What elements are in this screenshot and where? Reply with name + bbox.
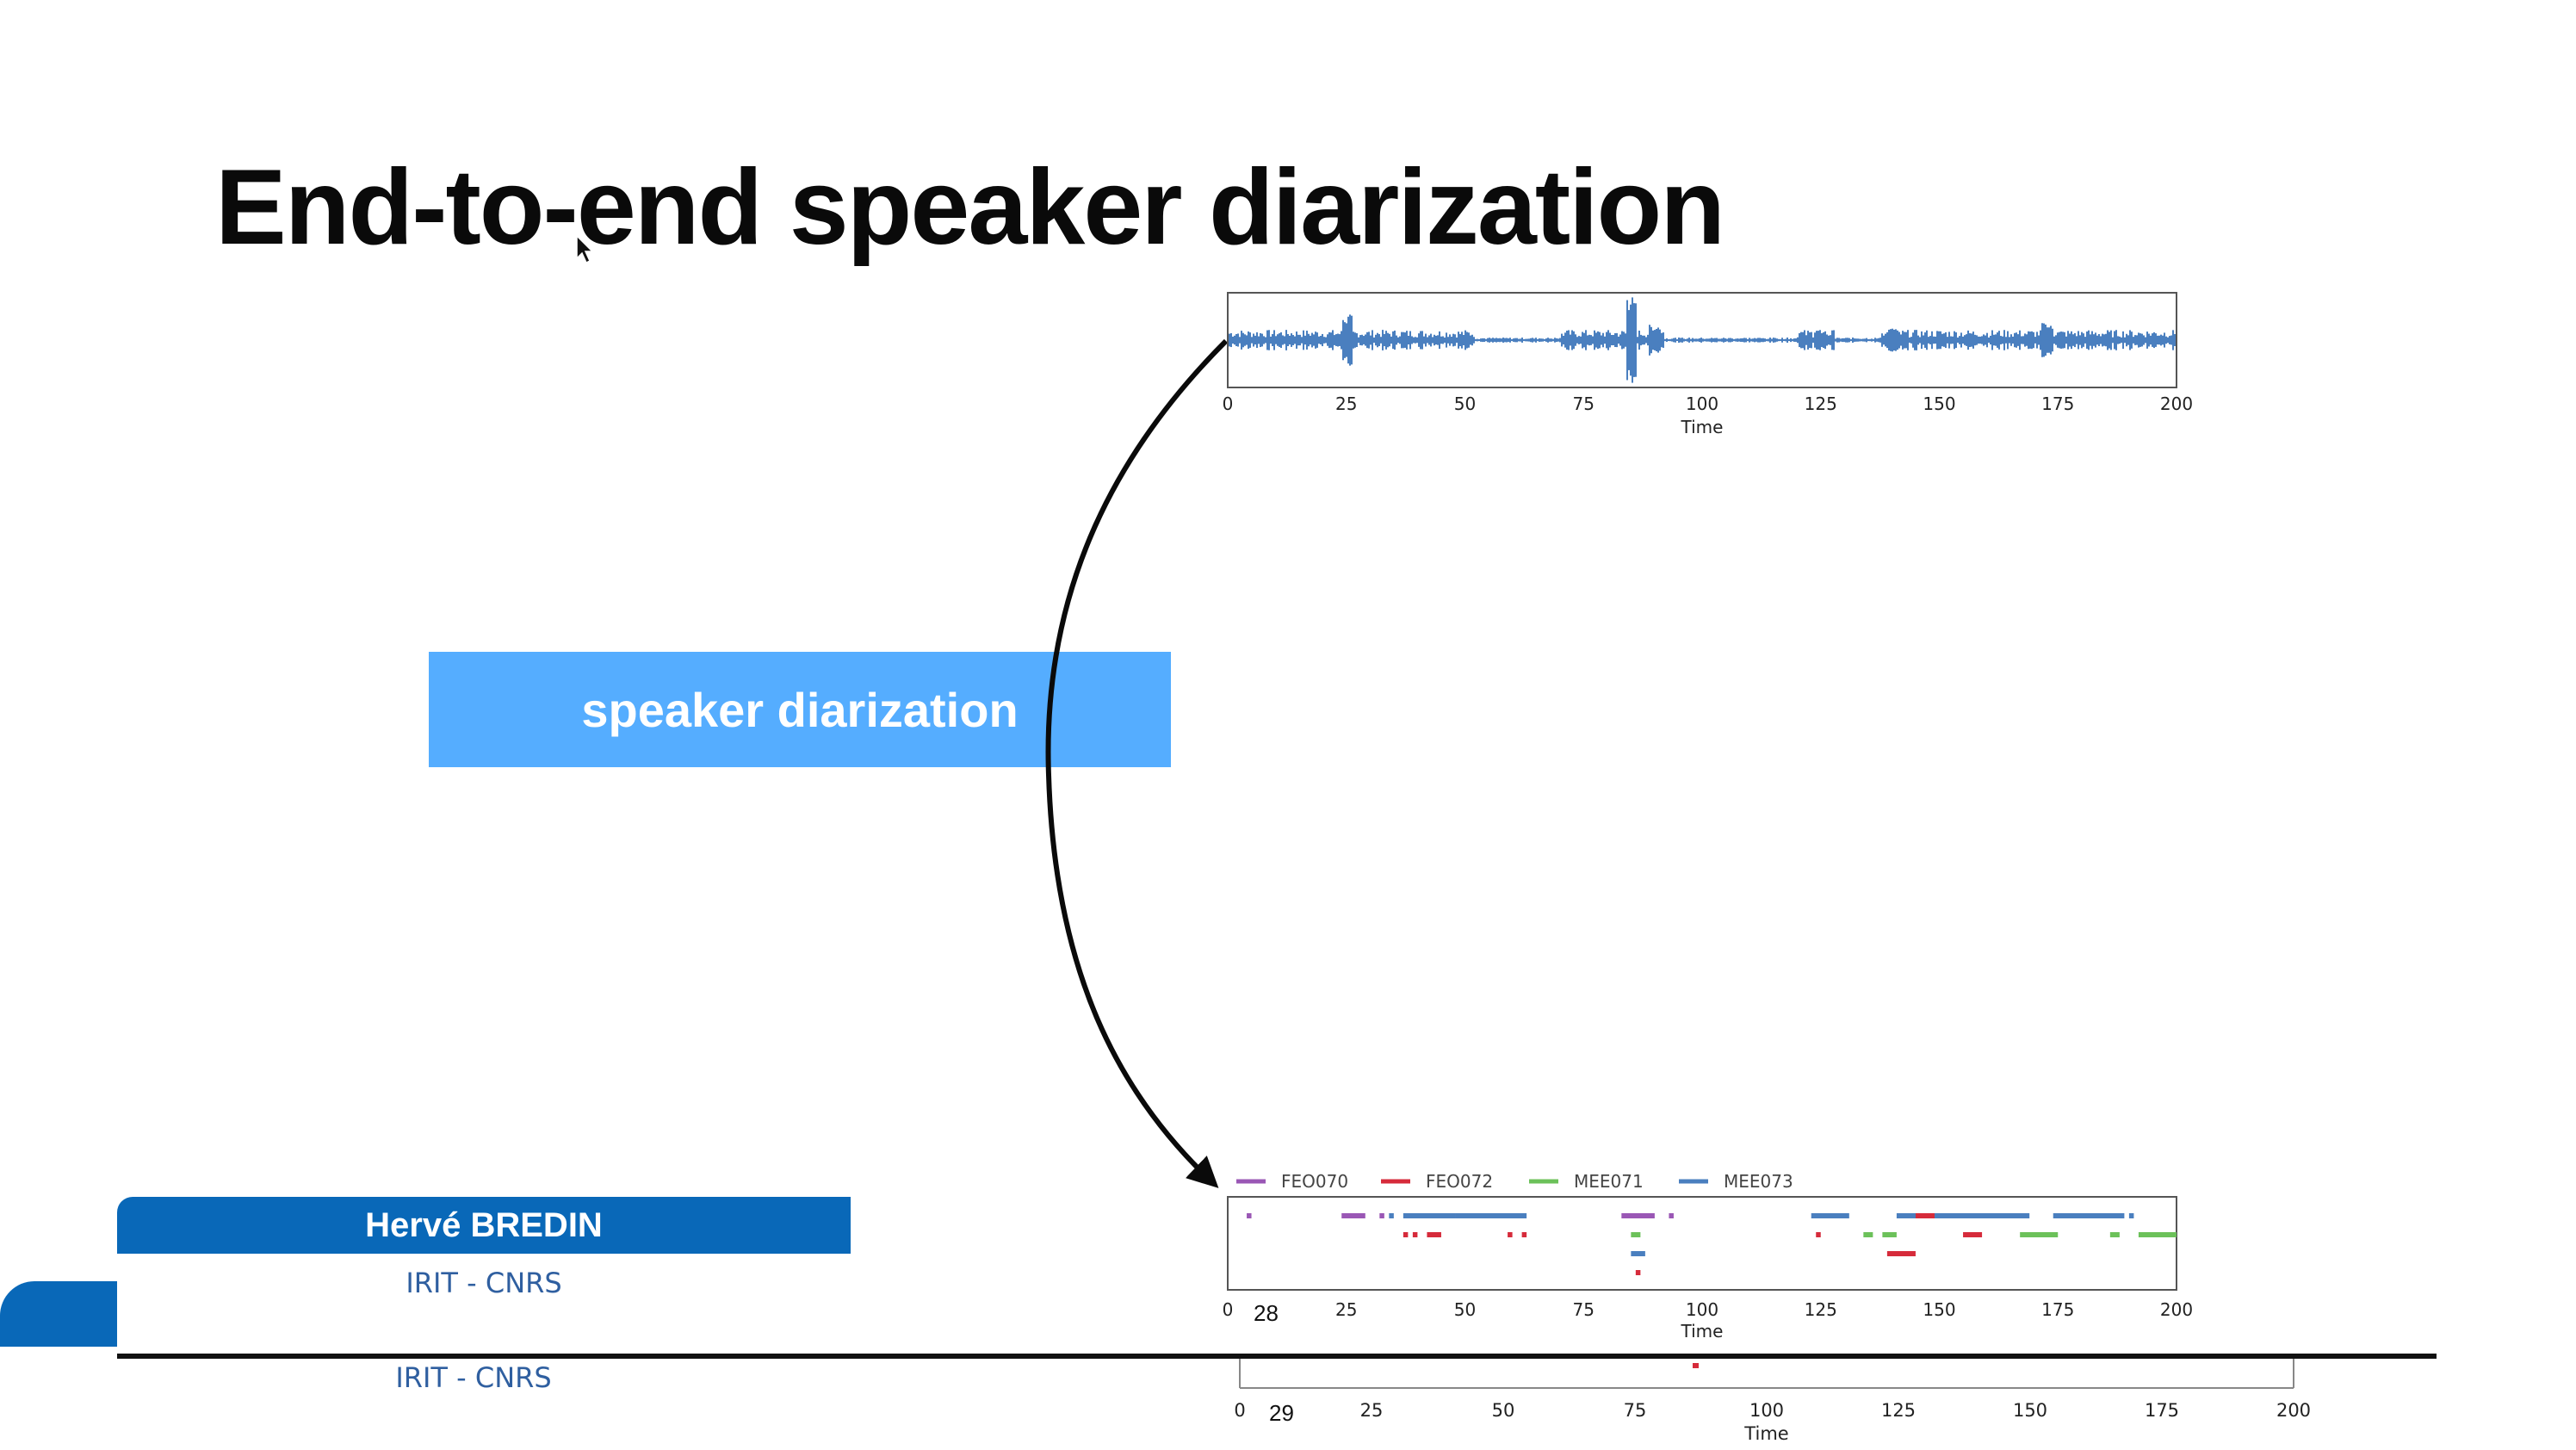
wave-tick-label: 100: [1686, 393, 1718, 414]
wave-tick-label: 75: [1573, 393, 1595, 414]
segment-mee071: [1863, 1232, 1873, 1237]
presenter-affiliation-ghost: IRIT - CNRS: [310, 1359, 637, 1397]
legend-label-mee073: MEE073: [1724, 1171, 1793, 1192]
diar-tick-label: 25: [1335, 1299, 1357, 1320]
mouse-cursor-icon: [576, 234, 594, 264]
segment-mee073: [1403, 1213, 1456, 1218]
wave-tick-label: 25: [1335, 393, 1357, 414]
segment-feo070: [1247, 1213, 1252, 1218]
segment-mee073: [1389, 1213, 1394, 1218]
segment-mee073: [1896, 1213, 1916, 1218]
segment-feo072: [1427, 1232, 1441, 1237]
ghost-tick-label: 150: [2013, 1400, 2047, 1421]
ghost-page-number: 29: [1269, 1400, 1294, 1426]
diar-tick-label: 125: [1805, 1299, 1837, 1320]
segment-mee071: [2020, 1232, 2059, 1237]
diarization-frame: [1227, 1196, 2177, 1291]
segment-feo072: [1963, 1232, 1983, 1237]
segment-feo072: [1412, 1232, 1418, 1237]
wave-tick-label: 125: [1805, 393, 1837, 414]
diar-tick-label: 100: [1686, 1299, 1718, 1320]
speaker-diarization-label: speaker diarization: [581, 682, 1019, 737]
segment-feo070: [1669, 1213, 1674, 1218]
waveform-x-axis: 0 25 50 75 100 125 150 175 200 Time: [1223, 393, 2193, 437]
wave-tick-label: 200: [2160, 393, 2193, 414]
ghost-tick-label: 25: [1360, 1400, 1384, 1421]
legend-label-mee071: MEE071: [1574, 1171, 1644, 1192]
segment-feo070: [1341, 1213, 1365, 1218]
diar-tick-label: 75: [1573, 1299, 1595, 1320]
wave-tick-label: 50: [1454, 393, 1476, 414]
ghost-segment: [1693, 1363, 1699, 1368]
waveform-signal: [1229, 297, 2176, 383]
segment-feo072: [1886, 1251, 1916, 1256]
diarization-segments: [1247, 1213, 2177, 1275]
segment-feo070: [1379, 1213, 1384, 1218]
segment-mee073: [1811, 1213, 1849, 1218]
ghost-tick-label: 200: [2276, 1400, 2311, 1421]
ghost-panel: 0 25 50 75 100 125 150 175 200 Time 29: [1234, 1359, 2311, 1444]
diar-x-axis-label: Time: [1681, 1321, 1724, 1342]
wave-x-axis-label: Time: [1681, 417, 1724, 437]
slide-title: End-to-end speaker diarization: [215, 148, 1725, 267]
slide-bottom-rule: [117, 1354, 2437, 1359]
wave-tick-label: 0: [1223, 393, 1234, 414]
wave-tick-label: 150: [1923, 393, 1955, 414]
segment-mee073: [2053, 1213, 2125, 1218]
diar-tick-label: 200: [2160, 1299, 2193, 1320]
ghost-x-axis-label: Time: [1743, 1423, 1788, 1444]
segment-mee073: [2128, 1213, 2134, 1218]
presenter-name-bar: Hervé BREDIN: [117, 1197, 851, 1254]
legend-label-feo072: FEO072: [1426, 1171, 1493, 1192]
segment-feo072: [1910, 1213, 1945, 1218]
ghost-tick-label: 125: [1881, 1400, 1916, 1421]
segment-mee071: [1882, 1232, 1897, 1237]
lower-third-tab: [0, 1281, 117, 1347]
segment-feo072: [1521, 1232, 1527, 1237]
waveform-panel: 0 25 50 75 100 125 150 175 200 Time: [1223, 292, 2193, 437]
segment-mee073: [1631, 1251, 1645, 1256]
segment-mee073: [1944, 1213, 2030, 1218]
diar-tick-label: 0: [1223, 1299, 1234, 1320]
ghost-tick-label: 0: [1234, 1400, 1245, 1421]
segment-feo072: [1508, 1232, 1513, 1237]
speaker-diarization-box: speaker diarization: [429, 652, 1171, 767]
presenter-affiliation-box: IRIT - CNRS: [117, 1254, 851, 1312]
segment-feo072: [1816, 1232, 1821, 1237]
ghost-tick-label: 75: [1624, 1400, 1647, 1421]
diarization-legend: FEO070 FEO072 MEE071 MEE073: [1236, 1171, 1793, 1192]
ghost-tick-label: 50: [1492, 1400, 1515, 1421]
segment-feo070: [1621, 1213, 1655, 1218]
segment-mee071: [2109, 1232, 2120, 1237]
segment-mee073: [1455, 1213, 1527, 1218]
presenter-affiliation-ghost-text: IRIT - CNRS: [395, 1361, 552, 1394]
presenter-name: Hervé BREDIN: [365, 1205, 603, 1244]
legend-label-feo070: FEO070: [1281, 1171, 1348, 1192]
presenter-affiliation: IRIT - CNRS: [406, 1267, 562, 1299]
segment-mee071: [1631, 1232, 1641, 1237]
page-number: 28: [1254, 1300, 1279, 1326]
diarization-panel: FEO070 FEO072 MEE071 MEE073 0 25 50 75 1…: [1223, 1171, 2193, 1342]
wave-tick-label: 175: [2041, 393, 2074, 414]
segment-feo072: [1635, 1270, 1641, 1275]
diar-tick-label: 150: [1923, 1299, 1955, 1320]
flow-arrow: [1045, 338, 1229, 1188]
segment-mee073: [1934, 1213, 1949, 1218]
segment-mee071: [2138, 1232, 2177, 1237]
diar-tick-label: 175: [2041, 1299, 2074, 1320]
ghost-tick-label: 100: [1749, 1400, 1784, 1421]
diarization-x-axis: 0 25 50 75 100 125 150 175 200 Time 28: [1223, 1299, 2193, 1342]
ghost-tick-label: 175: [2145, 1400, 2179, 1421]
diar-tick-label: 50: [1454, 1299, 1476, 1320]
segment-feo072: [1403, 1232, 1409, 1237]
